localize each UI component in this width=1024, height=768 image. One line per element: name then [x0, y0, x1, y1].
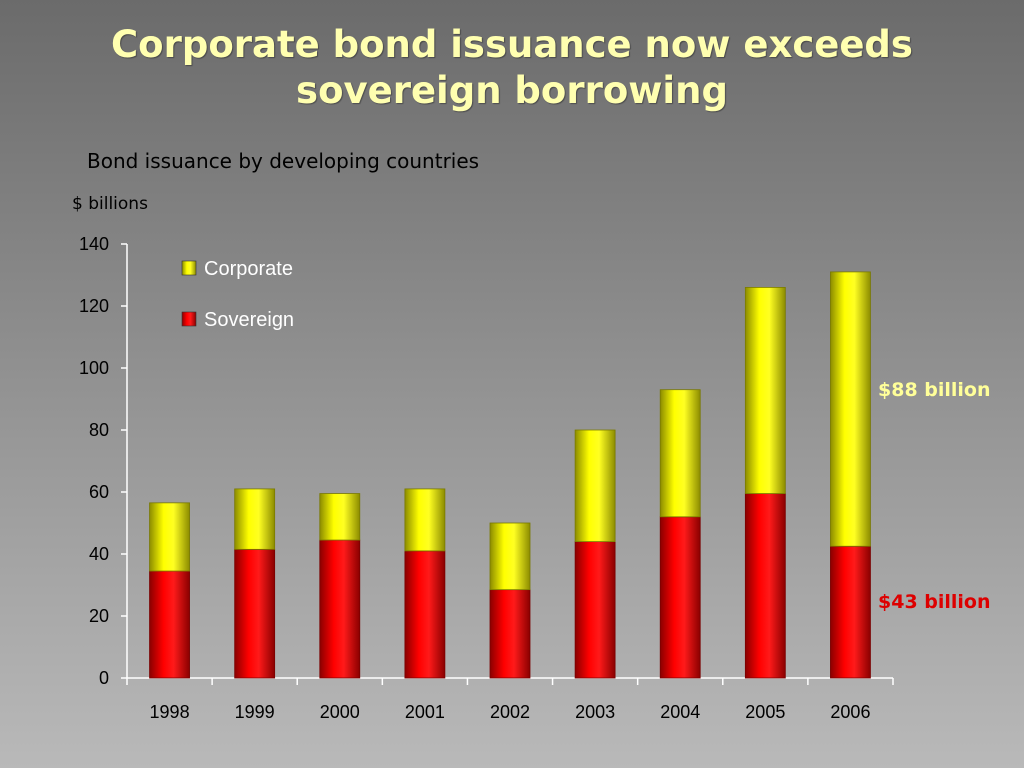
x-tick-label: 2005: [745, 702, 785, 722]
x-tick-label: 2001: [405, 702, 445, 722]
bar-sovereign-2000: [319, 539, 361, 679]
x-tick-label: 2003: [575, 702, 615, 722]
bar-sovereign-2005: [744, 493, 786, 679]
annotation-sovereign-total: $43 billion: [878, 591, 991, 613]
bar-corporate-1998: [149, 502, 190, 572]
bar-sovereign-2006: [830, 545, 871, 679]
bar-sovereign-2001: [404, 550, 446, 679]
y-tick-label: 80: [89, 420, 109, 440]
y-axis-unit-label: $ billions: [72, 194, 148, 214]
bar-sovereign-2004: [659, 516, 701, 679]
x-tick-label: 2002: [490, 702, 530, 722]
bar-corporate-2004: [659, 389, 701, 518]
y-tick-label: 20: [89, 606, 109, 626]
legend-swatch-sovereign: [181, 311, 197, 327]
y-tick-label: 0: [99, 668, 109, 688]
y-tick-label: 100: [79, 358, 109, 378]
bar-sovereign-2003: [574, 541, 616, 679]
bar-corporate-2001: [404, 488, 446, 552]
legend-label-sovereign: Sovereign: [204, 309, 294, 331]
bar-corporate-2000: [319, 493, 361, 541]
bar-corporate-2006: [830, 271, 871, 547]
bar-corporate-2005: [744, 286, 786, 494]
legend-swatch-corporate: [181, 260, 197, 276]
chart-legend: Corporate Sovereign: [181, 258, 294, 331]
chart-annotations: $88 billion $43 billion: [878, 379, 991, 613]
bar-sovereign-1998: [149, 570, 190, 679]
slide-title-line-1: Corporate bond issuance now exceeds: [111, 23, 913, 66]
bar-corporate-1999: [234, 488, 276, 550]
x-tick-label: 2000: [320, 702, 360, 722]
y-tick-label: 40: [89, 544, 109, 564]
x-tick-label: 1999: [235, 702, 275, 722]
slide-title: Corporate bond issuance now exceeds sove…: [0, 22, 1024, 114]
bar-sovereign-2002: [489, 589, 531, 679]
x-tick-label: 2006: [830, 702, 870, 722]
slide-title-line-2: sovereign borrowing: [296, 69, 728, 112]
chart-bars: [149, 271, 871, 679]
legend-label-corporate: Corporate: [204, 258, 293, 280]
bar-sovereign-1999: [234, 548, 276, 679]
chart-title: Bond issuance by developing countries: [87, 149, 480, 173]
bar-corporate-2002: [489, 522, 531, 591]
y-tick-label: 60: [89, 482, 109, 502]
bar-corporate-2003: [574, 429, 616, 542]
x-tick-label: 2004: [660, 702, 700, 722]
y-tick-label: 120: [79, 296, 109, 316]
annotation-corporate-total: $88 billion: [878, 379, 991, 401]
x-tick-label: 1998: [150, 702, 190, 722]
y-tick-label: 140: [79, 234, 109, 254]
